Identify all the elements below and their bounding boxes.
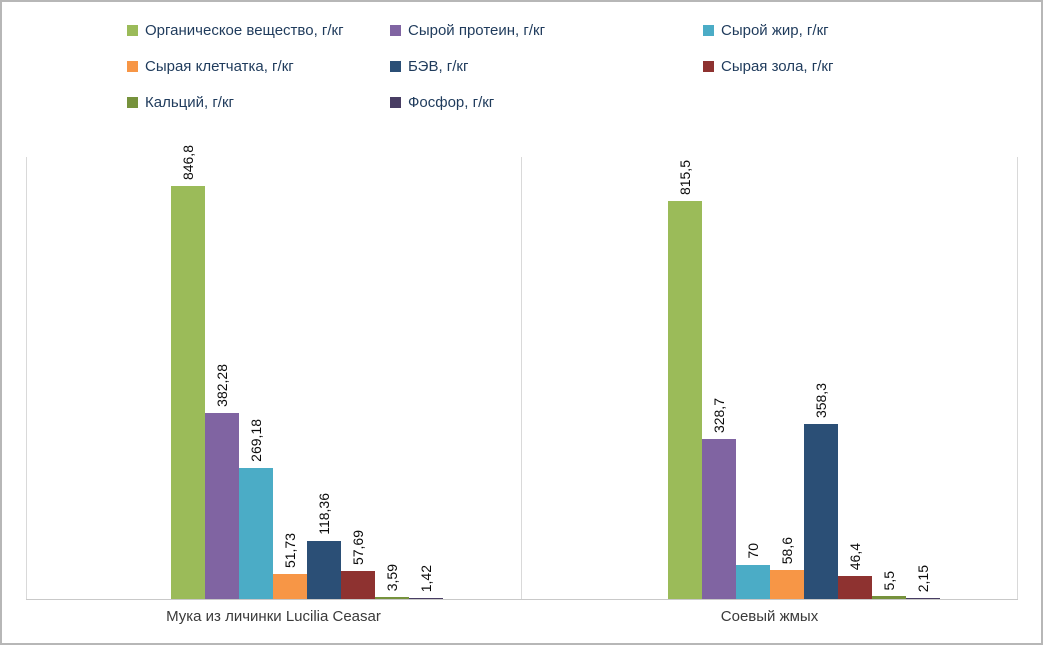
bar [770, 570, 804, 599]
category-axis: Мука из личинки Lucilia Ceasar Соевый жмы… [26, 608, 1018, 625]
legend-label: Сырая зола, г/кг [721, 58, 834, 75]
bar [307, 541, 341, 599]
bar-group-1-series-0: 815,5 [668, 160, 702, 599]
legend-item: Сырая зола, г/кг [703, 58, 1007, 75]
bar-group-1-series-6: 5,5 [872, 571, 906, 599]
bar [273, 574, 307, 599]
legend-swatch-icon [127, 61, 138, 72]
bar [668, 201, 702, 599]
bar [736, 565, 770, 599]
legend-item: Кальций, г/кг [127, 94, 390, 111]
legend-swatch-icon [703, 25, 714, 36]
legend-item: БЭВ, г/кг [390, 58, 703, 75]
bar-value-label: 1,42 [418, 564, 434, 592]
chart-legend: Органическое вещество, г/кг Сырой протеин… [127, 22, 1007, 111]
bar-group-1-series-2: 70 [736, 543, 770, 599]
legend-swatch-icon [703, 61, 714, 72]
bar-value-label: 846,8 [180, 144, 196, 180]
bar [205, 413, 239, 599]
bar-group-1-series-5: 46,4 [838, 543, 872, 599]
legend-label: Фосфор, г/кг [408, 94, 495, 111]
bar [702, 439, 736, 599]
legend-item: Сырая клетчатка, г/кг [127, 58, 390, 75]
category-divider-line [521, 157, 522, 599]
bar-value-label: 70 [745, 543, 761, 559]
bar [838, 576, 872, 599]
bar-value-label: 58,6 [779, 536, 795, 564]
bar-value-label: 269,18 [248, 419, 264, 462]
bar-group-1-series-4: 358,3 [804, 383, 838, 599]
bar [239, 468, 273, 599]
bar-group-0-series-2: 269,18 [239, 419, 273, 599]
bar [409, 598, 443, 599]
category-label: Соевый жмых [720, 608, 819, 625]
bar-group-1-series-7: 2,15 [906, 565, 940, 599]
plot-area: 846,8 382,28 269,18 51,73 118,36 57,69 3,59 1,4… [26, 145, 1018, 600]
bar-value-label: 2,15 [915, 564, 931, 592]
legend-label: Сырая клетчатка, г/кг [145, 58, 294, 75]
bar-group-0-series-4: 118,36 [307, 493, 341, 599]
legend-swatch-icon [127, 25, 138, 36]
bar-group-0-series-6: 3,59 [375, 564, 409, 599]
bar-group-1-series-1: 328,7 [702, 398, 736, 599]
legend-item: Сырой протеин, г/кг [390, 22, 703, 39]
bar [872, 596, 906, 599]
bar [375, 597, 409, 599]
legend-swatch-icon [127, 97, 138, 108]
legend-swatch-icon [390, 97, 401, 108]
bar-value-label: 815,5 [677, 159, 693, 195]
bar [341, 571, 375, 599]
legend-label: Органическое вещество, г/кг [145, 22, 344, 39]
bar-group-1-series-3: 58,6 [770, 537, 804, 599]
bar-value-label: 358,3 [813, 382, 829, 418]
bar-value-label: 382,28 [214, 364, 230, 407]
bar-group-0-series-7: 1,42 [409, 565, 443, 599]
plot-border-right [1017, 157, 1018, 599]
bar-group-0-series-0: 846,8 [171, 145, 205, 599]
bar [804, 424, 838, 599]
bar-value-label: 57,69 [350, 529, 366, 565]
bar-group-0-series-1: 382,28 [205, 364, 239, 599]
legend-item: Органическое вещество, г/кг [127, 22, 390, 39]
bar-value-label: 5,5 [881, 570, 897, 590]
bar-group-0-series-3: 51,73 [273, 533, 307, 599]
legend-label: Сырой протеин, г/кг [408, 22, 546, 39]
legend-swatch-icon [390, 61, 401, 72]
bar-value-label: 118,36 [316, 493, 332, 535]
bar [906, 598, 940, 599]
legend-label: Сырой жир, г/кг [721, 22, 829, 39]
bar-value-label: 328,7 [711, 397, 727, 433]
bar-group-0-series-5: 57,69 [341, 530, 375, 599]
legend-swatch-icon [390, 25, 401, 36]
category-label: Мука из личинки Lucilia Ceasar [166, 608, 381, 625]
legend-label: БЭВ, г/кг [408, 58, 469, 75]
legend-item: Сырой жир, г/кг [703, 22, 1007, 39]
plot-border-left [26, 157, 27, 599]
bar-value-label: 51,73 [282, 532, 298, 568]
bar [171, 186, 205, 599]
bar-value-label: 3,59 [384, 563, 400, 591]
bar-value-label: 46,4 [847, 542, 863, 570]
legend-label: Кальций, г/кг [145, 94, 235, 111]
legend-item: Фосфор, г/кг [390, 94, 703, 111]
